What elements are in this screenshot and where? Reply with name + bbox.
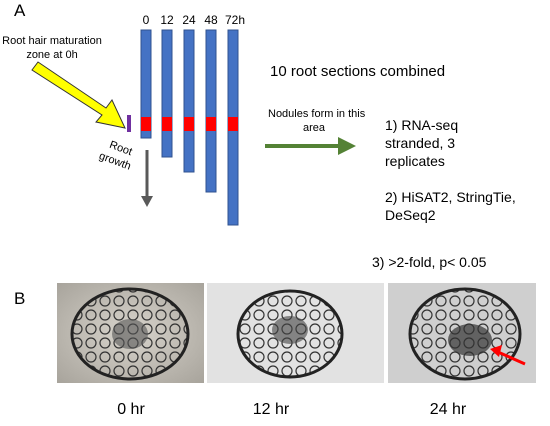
- time-label: 72h: [225, 13, 245, 27]
- panel-label: B: [14, 289, 25, 308]
- step: 2) HiSAT2, StringTie,: [385, 189, 516, 205]
- nodule-zone: [141, 117, 238, 131]
- maturation-marker: [127, 115, 131, 132]
- image-label: 0 hr: [117, 401, 145, 418]
- micrograph: [207, 283, 384, 383]
- step: stranded, 3: [385, 135, 455, 151]
- time-labels: 0 12 24 48 72h: [143, 13, 245, 27]
- root-hair-label: Root hair maturation: [2, 35, 102, 47]
- yellow-arrow: [31, 61, 126, 129]
- image-label: 12 hr: [253, 401, 290, 418]
- step: 3) >2-fold, p< 0.05: [372, 254, 487, 270]
- nodule-label: Nodules form in this: [268, 108, 366, 120]
- micrograph: [57, 283, 204, 383]
- panel-label: A: [14, 1, 26, 20]
- time-label: 12: [160, 13, 174, 27]
- root-hair-label: zone at 0h: [26, 49, 77, 61]
- nodule-label: area: [303, 122, 326, 134]
- time-label: 24: [182, 13, 196, 27]
- step: 1) RNA-seq: [385, 117, 458, 133]
- step: DeSeq2: [385, 207, 436, 223]
- micrograph: [388, 283, 536, 383]
- image-label: 24 hr: [430, 401, 467, 418]
- green-arrowhead: [338, 137, 356, 155]
- combined-label: 10 root sections combined: [270, 63, 445, 80]
- growth-arrowhead: [141, 196, 153, 207]
- time-label: 48: [204, 13, 218, 27]
- time-label: 0: [143, 13, 150, 27]
- step: replicates: [385, 153, 445, 169]
